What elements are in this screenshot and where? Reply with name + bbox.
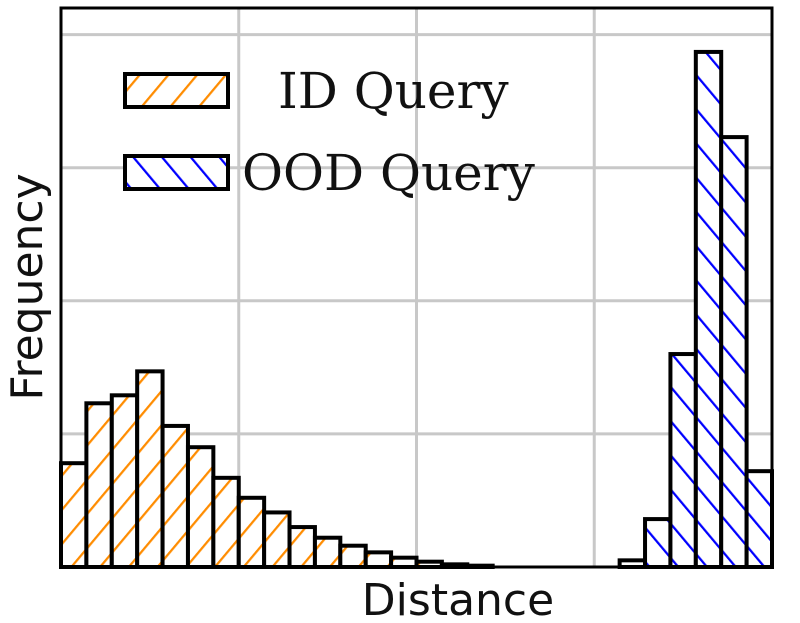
bar-id-query-12 xyxy=(363,550,394,569)
y-axis-label: Frequency xyxy=(2,173,53,400)
bars xyxy=(59,49,774,570)
x-axis-label: Distance xyxy=(362,575,554,623)
bar-id-query-5 xyxy=(185,445,216,569)
legend-swatch-ood xyxy=(123,154,230,191)
bar-id-query-0 xyxy=(59,461,89,569)
legend-label-ood: OOD Query xyxy=(242,144,536,202)
bar-id-query-3 xyxy=(135,369,165,569)
legend: ID Query OOD Query xyxy=(123,62,536,202)
bar-id-query-9 xyxy=(287,525,317,570)
bar-ood-query-23 xyxy=(643,517,673,570)
bar-id-query-8 xyxy=(262,510,292,569)
bar-id-query-6 xyxy=(211,475,241,569)
bar-id-query-2 xyxy=(109,393,140,569)
legend-label-id: ID Query xyxy=(278,62,509,120)
bar-id-query-11 xyxy=(338,543,368,570)
bar-ood-query-26 xyxy=(719,135,749,569)
bar-id-query-4 xyxy=(160,423,190,570)
bar-ood-query-27 xyxy=(744,469,774,570)
plot-frame xyxy=(59,6,774,569)
bar-id-query-7 xyxy=(236,495,267,570)
bar-ood-query-25 xyxy=(693,49,724,570)
legend-swatch-id xyxy=(123,72,230,109)
bar-ood-query-24 xyxy=(668,352,698,569)
bar-id-query-10 xyxy=(312,535,343,569)
bar-id-query-1 xyxy=(84,401,114,570)
